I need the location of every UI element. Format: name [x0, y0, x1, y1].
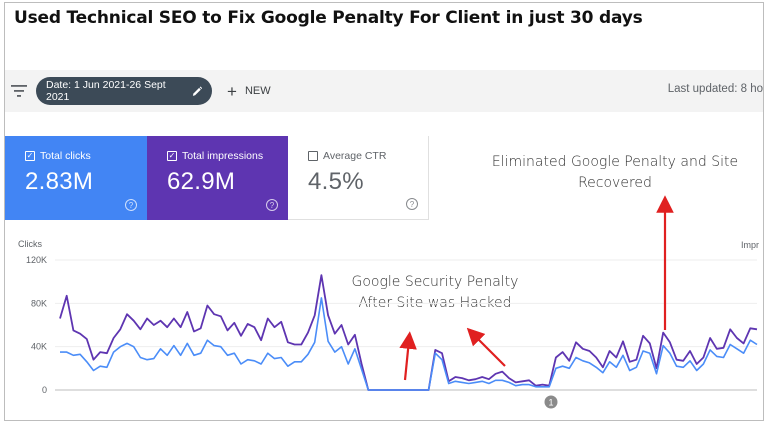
y-tick-label: 40K — [31, 342, 47, 352]
arrow-diagonal-penalty — [466, 327, 506, 367]
y-tick-label: 80K — [31, 298, 47, 308]
average-ctr-label: Average CTR — [323, 150, 387, 162]
total-impressions-value: 62.9M — [167, 168, 236, 195]
help-icon[interactable]: ? — [125, 199, 137, 211]
chart-grid: 120K 80K 40K 0 — [26, 255, 757, 395]
filter-icon[interactable] — [11, 84, 27, 98]
date-range-chip[interactable]: Date: 1 Jun 2021-26 Sept 2021 — [36, 77, 212, 105]
impressions-series-line — [59, 274, 758, 391]
last-updated-text: Last updated: 8 ho — [667, 83, 763, 95]
total-clicks-label-row: ✓ Total clicks — [25, 150, 147, 162]
pencil-icon — [192, 85, 202, 96]
total-impressions-card[interactable]: ✓ Total impressions 62.9M ? — [147, 136, 288, 220]
new-filter-label: NEW — [244, 85, 271, 97]
average-ctr-label-row: Average CTR — [308, 150, 428, 162]
checkbox-checked-icon[interactable]: ✓ — [25, 151, 35, 161]
average-ctr-value: 4.5% — [308, 168, 364, 195]
total-impressions-label: Total impressions — [182, 150, 264, 162]
checkbox-unchecked-icon[interactable] — [308, 151, 318, 161]
event-marker[interactable]: 1 — [544, 395, 558, 409]
y-tick-label: 120K — [26, 255, 47, 265]
total-clicks-value: 2.83M — [25, 168, 94, 195]
toolbar: Date: 1 Jun 2021-26 Sept 2021 + NEW Last… — [5, 70, 763, 112]
y-axis-label-left: Clicks — [18, 239, 42, 249]
penalty-annotation-line1: Google Security Penalty — [351, 274, 519, 290]
clicks-series-line — [60, 297, 758, 391]
recovery-annotation: Eliminated Google Penalty and Site Recov… — [491, 154, 739, 191]
help-icon[interactable]: ? — [266, 199, 278, 211]
arrow-up-penalty — [399, 331, 417, 381]
chart-series — [59, 274, 758, 391]
new-filter-button[interactable]: + NEW — [227, 79, 271, 103]
performance-chart: Clicks Impr 120K 80K 40K 0 1 — [18, 195, 759, 409]
event-marker-label: 1 — [548, 398, 553, 408]
screenshot-frame — [4, 2, 764, 421]
help-icon[interactable]: ? — [406, 198, 418, 210]
total-clicks-card[interactable]: ✓ Total clicks 2.83M ? — [5, 136, 147, 220]
y-axis-label-right: Impr — [741, 240, 759, 250]
date-range-label: Date: 1 Jun 2021-26 Sept 2021 — [46, 79, 166, 103]
average-ctr-card[interactable]: Average CTR 4.5% ? — [288, 136, 429, 220]
total-clicks-label: Total clicks — [40, 150, 91, 162]
page-headline: Used Technical SEO to Fix Google Penalty… — [14, 8, 643, 28]
annotation-arrows — [399, 195, 674, 381]
y-tick-label: 0 — [42, 385, 47, 395]
plus-icon: + — [227, 81, 237, 101]
total-impressions-label-row: ✓ Total impressions — [167, 150, 288, 162]
checkbox-checked-icon[interactable]: ✓ — [167, 151, 177, 161]
